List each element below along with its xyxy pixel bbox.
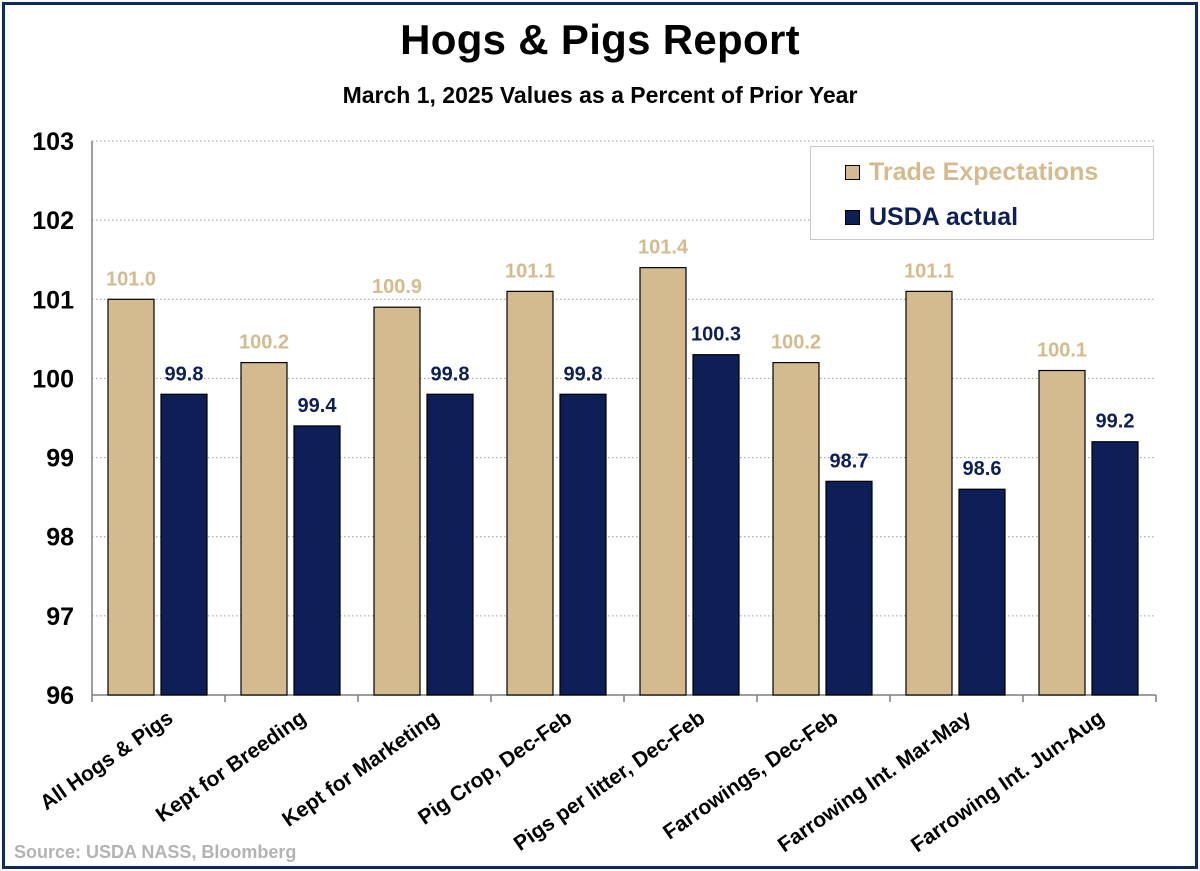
data-label-usda: 99.8 (431, 363, 470, 385)
x-category-label: All Hogs & Pigs (36, 706, 177, 815)
data-label-trade: 100.2 (771, 332, 821, 354)
y-tick-label: 100 (32, 365, 74, 393)
bar-usda-actual (1091, 441, 1139, 696)
bar-usda-actual (559, 393, 607, 696)
data-label-usda: 98.7 (830, 450, 869, 472)
bar-trade-expectations (240, 362, 288, 696)
bar-usda-actual (293, 425, 341, 696)
chart-subtitle: March 1, 2025 Values as a Percent of Pri… (342, 82, 858, 108)
data-label-usda: 99.2 (1096, 411, 1135, 433)
bar-trade-expectations (772, 362, 820, 696)
data-label-trade: 101.1 (904, 260, 954, 282)
bar-trade-expectations (639, 267, 687, 696)
chart-title: Hogs & Pigs Report (400, 16, 800, 63)
y-tick-label: 97 (46, 603, 74, 631)
bar-usda-actual (160, 393, 208, 696)
data-label-trade: 100.2 (239, 332, 289, 354)
legend-swatch-trade (845, 165, 860, 180)
data-label-usda: 99.4 (298, 395, 338, 417)
data-label-trade: 101.4 (638, 237, 689, 259)
y-tick-label: 101 (32, 286, 74, 314)
legend-item-usda-actual: USDA actual (845, 203, 1018, 232)
data-label-usda: 99.8 (165, 363, 204, 385)
y-tick-label: 99 (46, 445, 74, 473)
bar-usda-actual (426, 393, 474, 696)
y-tick-label: 96 (46, 682, 74, 710)
chart-legend: Trade Expectations USDA actual (810, 146, 1154, 240)
legend-item-trade-expectations: Trade Expectations (845, 158, 1098, 187)
data-label-trade: 101.0 (106, 268, 156, 290)
data-label-usda: 100.3 (691, 324, 741, 346)
y-tick-label: 103 (32, 128, 74, 156)
data-label-trade: 100.1 (1037, 340, 1087, 362)
data-label-usda: 98.6 (963, 458, 1002, 480)
legend-label-usda: USDA actual (869, 203, 1019, 231)
bar-trade-expectations (506, 290, 554, 696)
source-note: Source: USDA NASS, Bloomberg (14, 842, 297, 862)
bar-trade-expectations (905, 290, 953, 696)
data-label-usda: 99.8 (564, 363, 603, 385)
y-tick-label: 98 (46, 524, 74, 552)
data-label-trade: 100.9 (372, 276, 422, 298)
legend-label-trade: Trade Expectations (869, 158, 1099, 186)
bar-trade-expectations (1038, 369, 1086, 696)
data-label-trade: 101.1 (505, 260, 555, 282)
bar-trade-expectations (373, 306, 421, 696)
bar-usda-actual (825, 480, 873, 696)
bar-trade-expectations (107, 298, 155, 696)
y-tick-label: 102 (32, 207, 74, 235)
bar-usda-actual (958, 488, 1006, 696)
legend-swatch-usda (845, 210, 860, 225)
bar-usda-actual (692, 354, 740, 696)
